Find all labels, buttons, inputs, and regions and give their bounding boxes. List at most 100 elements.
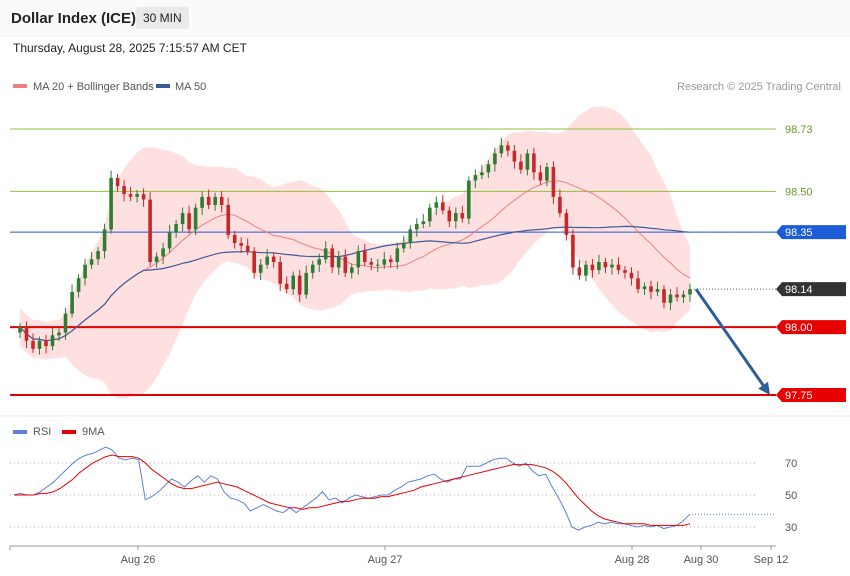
candle-body [493, 153, 497, 165]
candle-body [675, 294, 679, 298]
candle-body [89, 259, 94, 265]
rsi-line [13, 446, 691, 531]
candle-body [63, 313, 68, 333]
copyright-text: Research © 2025 Trading Central [677, 81, 841, 93]
rsi-ma-legend-swatch [62, 430, 76, 434]
candle-body [376, 264, 380, 266]
rsi-legend-label: RSI [33, 426, 51, 438]
candle-body [350, 267, 354, 273]
candle-body [636, 278, 640, 290]
rsi-level-label: 70 [785, 458, 797, 470]
x-axis: Aug 26 Aug 27 Aug 28 Aug 30 Sep 12 [9, 545, 789, 566]
candle-body [486, 164, 491, 173]
candle-body [252, 251, 256, 273]
candle-body [506, 145, 510, 151]
candle-body [564, 213, 569, 235]
candle-body [532, 153, 536, 173]
candle-body [141, 194, 146, 200]
candle-body [681, 294, 686, 298]
candle-body [629, 272, 634, 279]
candle-body [258, 264, 263, 273]
candle-body [616, 264, 621, 271]
candle-body [415, 224, 419, 230]
pivot-level-label: 98.35 [785, 227, 813, 239]
resistance-level-label: 98.50 [785, 186, 813, 198]
candle-body [467, 180, 471, 219]
candle-body [577, 267, 582, 276]
candle-body [519, 161, 523, 170]
instrument-title: Dollar Index (ICE) [11, 10, 137, 27]
candle-body [668, 294, 673, 303]
candle-body [610, 264, 614, 268]
candle-body [434, 202, 439, 208]
candle-body [18, 327, 22, 333]
candle-body [369, 262, 374, 265]
candle-body [441, 202, 445, 211]
support-level-label: 97.75 [785, 390, 813, 402]
candle-body [128, 194, 133, 197]
candle-body [57, 332, 61, 336]
candle-body [200, 196, 204, 208]
timeframe-button[interactable]: 30 MIN [136, 7, 189, 29]
candle-body [226, 205, 230, 235]
ma50-legend-label: MA 50 [175, 81, 206, 93]
support-level-tag [776, 320, 846, 335]
candle-body [219, 196, 224, 205]
x-axis-tick-label: Aug 28 [615, 554, 650, 566]
support-level-tag [776, 388, 846, 402]
candle-body [597, 262, 601, 271]
candle-body [408, 229, 413, 243]
last-level-tag [776, 282, 846, 297]
x-axis-tick-label: Sep 12 [754, 554, 789, 566]
candle-body [44, 340, 48, 347]
chart-datetime: Thursday, August 28, 2025 7:15:57 AM CET [13, 41, 247, 55]
candle-body [428, 207, 432, 222]
rsi-ma-legend-label: 9MA [82, 426, 105, 438]
rsi-legend-swatch [13, 430, 27, 434]
candle-body [447, 210, 452, 222]
candle-body [402, 243, 406, 249]
candle-body [649, 286, 653, 292]
candle-body [297, 275, 302, 295]
forecast-arrowhead [758, 381, 770, 395]
candle-body [317, 259, 321, 265]
rsi-level-label: 50 [785, 490, 797, 502]
candle-body [382, 259, 387, 265]
rsi-plot: 70 50 30 [10, 446, 797, 534]
candle-body [603, 262, 608, 268]
candle-body [590, 264, 595, 271]
candle-body [115, 177, 120, 186]
last-level-label: 98.14 [785, 284, 813, 296]
candle-body [148, 199, 152, 262]
ma50-line [19, 225, 691, 342]
main-plot: 98.73 98.50 98.35 98.14 98.00 97.75 [10, 106, 846, 402]
candle-body [363, 251, 367, 262]
candle-body [512, 150, 517, 162]
candle-body [356, 251, 361, 268]
support-level-label: 98.00 [785, 322, 813, 334]
candle-body [545, 167, 549, 181]
candle-body [102, 229, 107, 252]
candle-body [180, 213, 185, 224]
rsi-level-label: 30 [785, 522, 797, 534]
candle-body [558, 196, 562, 214]
candle-body [662, 289, 666, 303]
candle-body [460, 213, 465, 219]
candle-body [655, 289, 660, 292]
candle-body [135, 194, 139, 197]
candle-body [265, 256, 269, 265]
candle-body [37, 340, 42, 349]
x-axis-tick-label: Aug 27 [368, 554, 403, 566]
candle-body [499, 145, 504, 154]
candle-body [304, 272, 308, 295]
candle-body [421, 221, 426, 224]
candle-body [454, 213, 458, 222]
ma50-legend-swatch [156, 84, 170, 88]
candle-body [525, 153, 530, 170]
candle-body [395, 248, 400, 262]
x-axis-tick-label: Aug 30 [684, 554, 719, 566]
candle-body [551, 167, 556, 197]
x-axis-tick-label: Aug 26 [121, 554, 156, 566]
candle-body [389, 259, 393, 262]
